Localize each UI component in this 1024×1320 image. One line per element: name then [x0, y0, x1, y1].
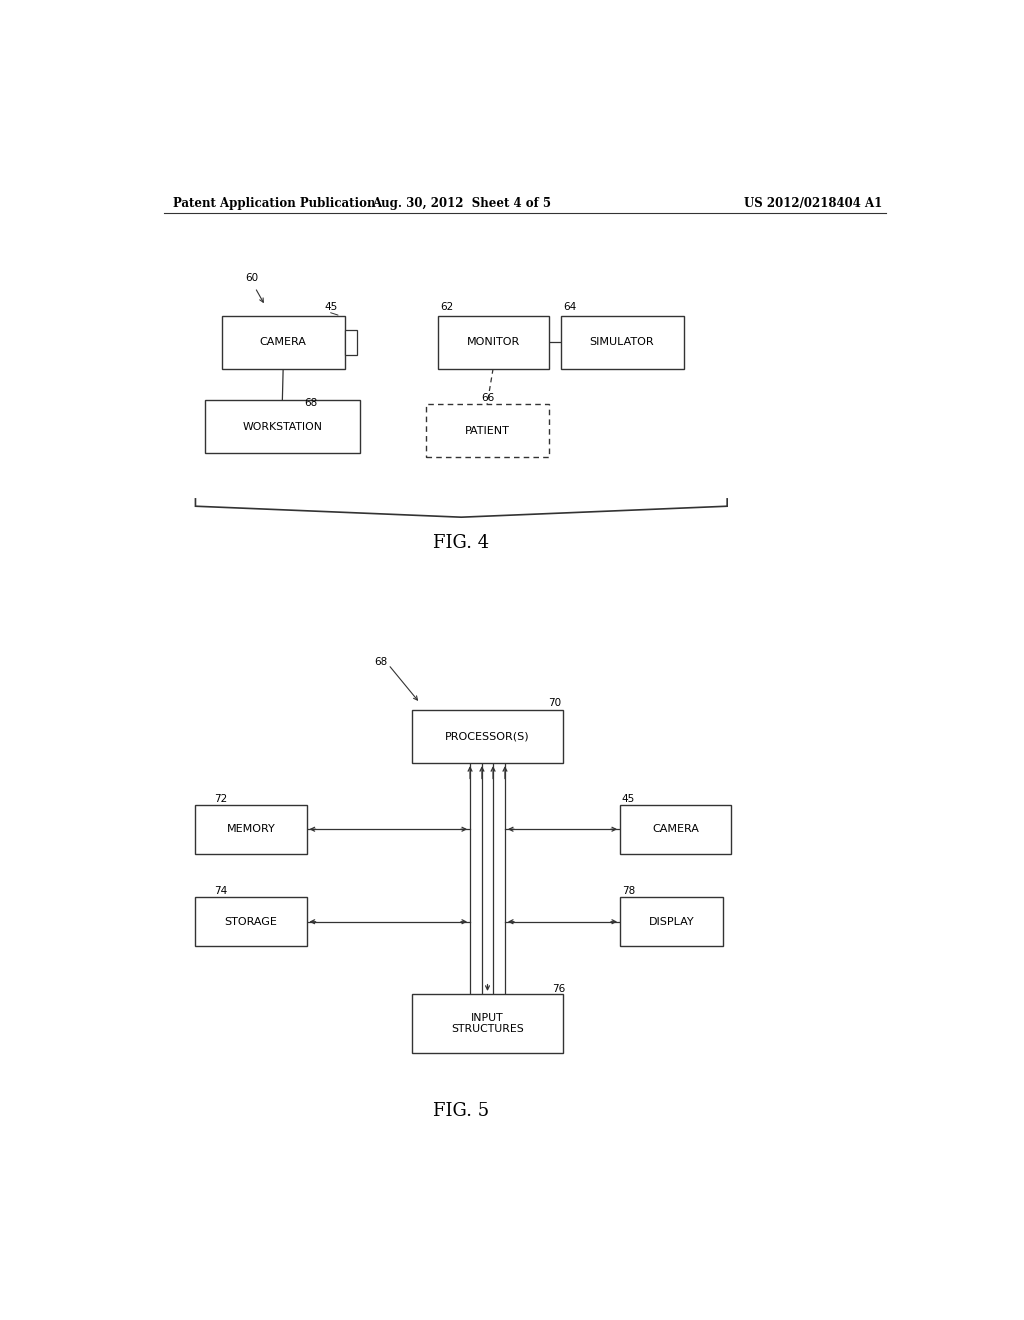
Bar	[412, 710, 563, 763]
Text: CAMERA: CAMERA	[260, 338, 306, 347]
Text: 78: 78	[622, 886, 635, 896]
Bar	[437, 315, 549, 368]
Text: 66: 66	[481, 393, 495, 404]
Bar	[412, 994, 563, 1053]
Text: MEMORY: MEMORY	[226, 824, 275, 834]
Text: PATIENT: PATIENT	[465, 426, 510, 436]
Text: INPUT
STRUCTURES: INPUT STRUCTURES	[452, 1012, 524, 1034]
Text: 70: 70	[549, 698, 562, 709]
Text: 72: 72	[214, 793, 227, 804]
Text: 74: 74	[214, 886, 227, 896]
Bar	[345, 330, 357, 355]
Bar	[620, 898, 723, 946]
Bar	[196, 805, 306, 854]
Bar	[560, 315, 684, 368]
Bar	[196, 898, 306, 946]
Text: 64: 64	[563, 302, 577, 312]
Text: STORAGE: STORAGE	[224, 916, 278, 927]
Text: 68: 68	[304, 399, 317, 408]
Text: 62: 62	[440, 302, 454, 312]
Bar	[426, 404, 549, 457]
Text: 76: 76	[553, 983, 566, 994]
Text: 45: 45	[622, 793, 635, 804]
Text: DISPLAY: DISPLAY	[649, 916, 694, 927]
Bar	[221, 315, 345, 368]
Text: MONITOR: MONITOR	[466, 338, 520, 347]
Text: Aug. 30, 2012  Sheet 4 of 5: Aug. 30, 2012 Sheet 4 of 5	[372, 197, 551, 210]
Text: SIMULATOR: SIMULATOR	[590, 338, 654, 347]
Text: 60: 60	[246, 273, 259, 284]
Text: WORKSTATION: WORKSTATION	[243, 421, 323, 432]
Text: 45: 45	[324, 302, 337, 312]
Text: US 2012/0218404 A1: US 2012/0218404 A1	[743, 197, 882, 210]
Bar	[205, 400, 359, 453]
Bar	[620, 805, 731, 854]
Text: FIG. 4: FIG. 4	[433, 535, 489, 553]
Text: FIG. 5: FIG. 5	[433, 1102, 489, 1119]
Text: CAMERA: CAMERA	[652, 824, 699, 834]
Text: Patent Application Publication: Patent Application Publication	[173, 197, 376, 210]
Text: PROCESSOR(S): PROCESSOR(S)	[445, 731, 529, 742]
Text: 68: 68	[374, 656, 387, 667]
